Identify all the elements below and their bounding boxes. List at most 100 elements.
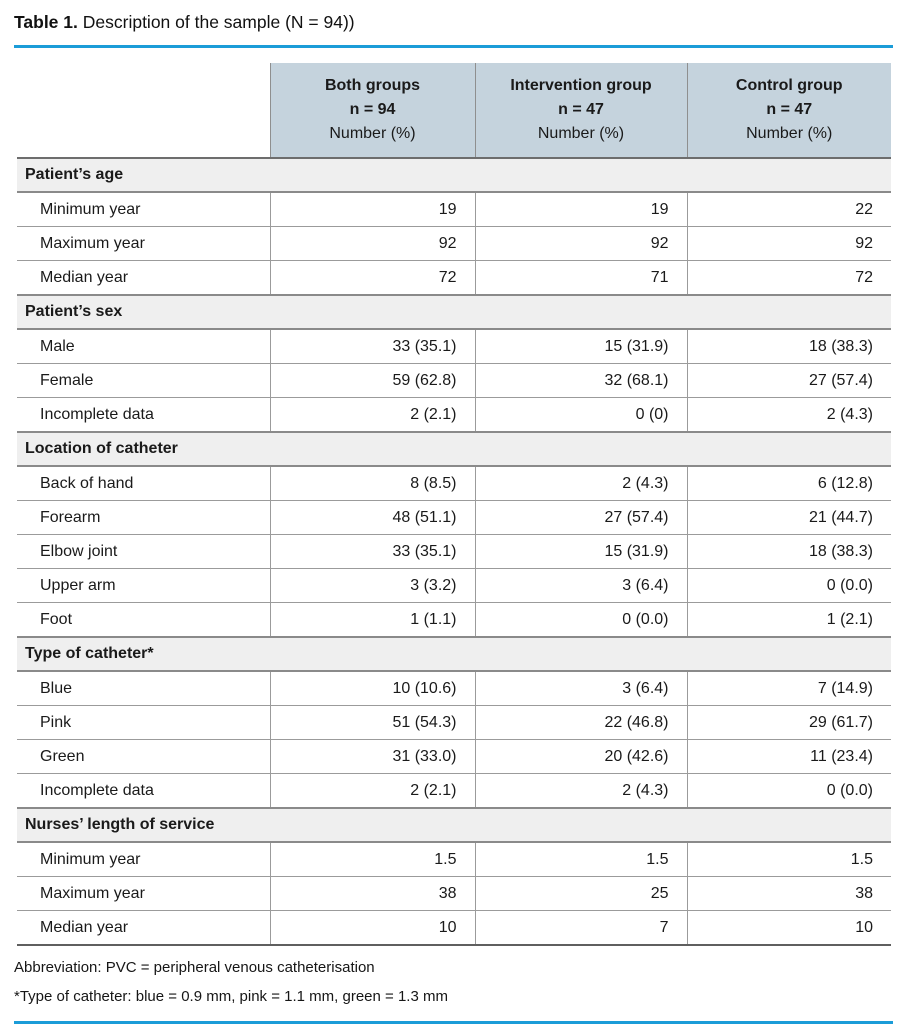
- table-row: Maximum year 38 25 38: [17, 876, 891, 911]
- row-value: 1.5: [686, 842, 891, 877]
- row-value: 11 (23.4): [686, 739, 891, 774]
- row-value: 72: [269, 260, 475, 296]
- row-label: Male: [17, 329, 270, 364]
- row-label: Female: [17, 363, 270, 398]
- row-value: 38: [686, 876, 891, 911]
- table-row: Minimum year 1.5 1.5 1.5: [17, 842, 891, 877]
- row-value: 20 (42.6): [474, 739, 687, 774]
- row-value: 2 (4.3): [474, 466, 687, 501]
- row-value: 2 (2.1): [269, 773, 475, 809]
- column-header-control-group: Control group n = 47 Number (%): [686, 63, 891, 159]
- section-header-row: Patient’s sex: [17, 294, 891, 330]
- table-header: Both groups n = 94 Number (%) Interventi…: [17, 63, 891, 159]
- row-value: 1.5: [474, 842, 687, 877]
- table-row: Back of hand 8 (8.5) 2 (4.3) 6 (12.8): [17, 466, 891, 501]
- row-value: 7 (14.9): [686, 671, 891, 706]
- column-header-line: n = 94: [349, 101, 396, 118]
- table-row: Incomplete data 2 (2.1) 0 (0) 2 (4.3): [17, 397, 891, 433]
- row-value: 3 (6.4): [474, 568, 687, 603]
- column-header-line: n = 47: [766, 101, 813, 118]
- row-value: 10: [269, 910, 475, 946]
- row-label: Median year: [17, 260, 270, 296]
- column-header-intervention-group: Intervention group n = 47 Number (%): [474, 63, 687, 159]
- column-header-line: Both groups: [324, 77, 421, 94]
- table-row: Green 31 (33.0) 20 (42.6) 11 (23.4): [17, 739, 891, 774]
- column-header-line: Control group: [735, 77, 843, 94]
- table-row: Male 33 (35.1) 15 (31.9) 18 (38.3): [17, 329, 891, 364]
- column-header-both-groups: Both groups n = 94 Number (%): [269, 63, 475, 159]
- footnotes: Abbreviation: PVC = peripheral venous ca…: [14, 958, 894, 1007]
- page: Table 1. Description of the sample (N = …: [0, 11, 902, 1024]
- row-value: 1.5: [269, 842, 475, 877]
- row-label: Incomplete data: [17, 773, 270, 809]
- row-value: 3 (6.4): [474, 671, 687, 706]
- row-value: 15 (31.9): [474, 534, 687, 569]
- section-header-row: Nurses’ length of service: [17, 807, 891, 843]
- row-label: Minimum year: [17, 192, 270, 227]
- row-label: Median year: [17, 910, 270, 946]
- row-value: 10: [686, 910, 891, 946]
- column-header-line: Number (%): [746, 125, 833, 142]
- sample-description-table: Both groups n = 94 Number (%) Interventi…: [17, 63, 891, 946]
- corner-cell: [17, 63, 270, 159]
- table-title-text: Description of the sample (N = 94)): [82, 12, 355, 32]
- table-title-label: Table 1.: [14, 12, 78, 32]
- row-value: 22 (46.8): [474, 705, 687, 740]
- row-value: 0 (0.0): [474, 602, 687, 638]
- row-value: 51 (54.3): [269, 705, 475, 740]
- column-header-row: Both groups n = 94 Number (%) Interventi…: [17, 63, 891, 159]
- table-body: Patient’s age Minimum year 19 19 22 Maximum y…: [17, 157, 891, 946]
- row-value: 32 (68.1): [474, 363, 687, 398]
- row-value: 2 (4.3): [474, 773, 687, 809]
- bottom-accent-rule: [14, 1021, 893, 1024]
- row-value: 1 (1.1): [269, 602, 475, 638]
- row-value: 92: [269, 226, 475, 261]
- row-label: Maximum year: [17, 876, 270, 911]
- table-row: Foot 1 (1.1) 0 (0.0) 1 (2.1): [17, 602, 891, 638]
- row-value: 92: [686, 226, 891, 261]
- row-value: 19: [269, 192, 475, 227]
- section-header-row: Location of catheter: [17, 431, 891, 467]
- table-row: Median year 10 7 10: [17, 910, 891, 946]
- row-value: 18 (38.3): [686, 534, 891, 569]
- row-value: 1 (2.1): [686, 602, 891, 638]
- section-header: Patient’s age: [17, 157, 891, 193]
- row-label: Incomplete data: [17, 397, 270, 433]
- row-label: Minimum year: [17, 842, 270, 877]
- table-row: Forearm 48 (51.1) 27 (57.4) 21 (44.7): [17, 500, 891, 535]
- row-value: 72: [686, 260, 891, 296]
- row-value: 31 (33.0): [269, 739, 475, 774]
- row-value: 10 (10.6): [269, 671, 475, 706]
- table-row: Maximum year 92 92 92: [17, 226, 891, 261]
- section-header-row: Type of catheter*: [17, 636, 891, 672]
- table-row: Pink 51 (54.3) 22 (46.8) 29 (61.7): [17, 705, 891, 740]
- section-header: Nurses’ length of service: [17, 807, 891, 843]
- row-label: Pink: [17, 705, 270, 740]
- row-label: Forearm: [17, 500, 270, 535]
- table-row: Median year 72 71 72: [17, 260, 891, 296]
- row-label: Green: [17, 739, 270, 774]
- section-header: Location of catheter: [17, 431, 891, 467]
- section-header: Type of catheter*: [17, 636, 891, 672]
- row-label: Upper arm: [17, 568, 270, 603]
- row-value: 33 (35.1): [269, 329, 475, 364]
- table-row: Blue 10 (10.6) 3 (6.4) 7 (14.9): [17, 671, 891, 706]
- column-header-line: Number (%): [537, 125, 625, 142]
- row-value: 71: [474, 260, 687, 296]
- row-label: Foot: [17, 602, 270, 638]
- table-row: Female 59 (62.8) 32 (68.1) 27 (57.4): [17, 363, 891, 398]
- row-value: 15 (31.9): [474, 329, 687, 364]
- row-value: 19: [474, 192, 687, 227]
- row-value: 0 (0): [474, 397, 687, 433]
- row-value: 33 (35.1): [269, 534, 475, 569]
- row-value: 8 (8.5): [269, 466, 475, 501]
- row-value: 2 (2.1): [269, 397, 475, 433]
- row-value: 59 (62.8): [269, 363, 475, 398]
- row-label: Back of hand: [17, 466, 270, 501]
- row-value: 92: [474, 226, 687, 261]
- section-header-row: Patient’s age: [17, 157, 891, 193]
- table-row: Upper arm 3 (3.2) 3 (6.4) 0 (0.0): [17, 568, 891, 603]
- row-value: 48 (51.1): [269, 500, 475, 535]
- row-value: 21 (44.7): [686, 500, 891, 535]
- row-value: 18 (38.3): [686, 329, 891, 364]
